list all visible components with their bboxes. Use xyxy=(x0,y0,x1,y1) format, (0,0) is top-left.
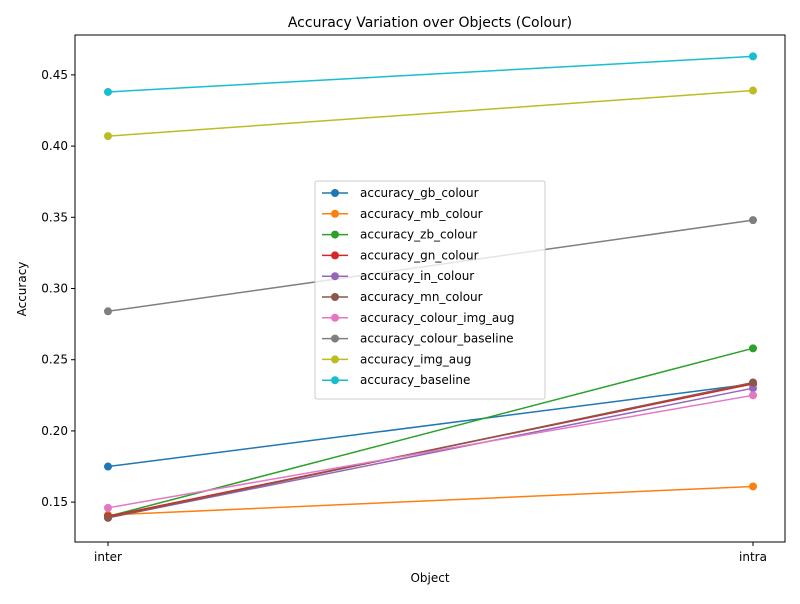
data-point-accuracy_mb_colour xyxy=(749,482,757,491)
legend: accuracy_gb_colour accuracy_mb_colouraccu… xyxy=(314,180,546,400)
x-tick-label: intra xyxy=(739,550,767,564)
series-line-accuracy_in_colour xyxy=(107,387,754,519)
series-line-accuracy_gb_colour xyxy=(107,383,754,468)
legend-label: accuracy_baseline xyxy=(360,373,470,387)
data-point-accuracy_baseline xyxy=(104,87,112,96)
y-axis-label: Accuracy xyxy=(15,262,29,317)
legend-label: accuracy_in_colour xyxy=(360,269,474,283)
data-point-accuracy_gb_colour xyxy=(104,462,112,471)
data-point-accuracy_colour_img_aug xyxy=(749,391,757,400)
plot-area: 0.15 0.20 0.25 0.30 0.35 0.40 0.45 inter intra xyxy=(41,34,786,564)
data-point-accuracy_colour_baseline xyxy=(104,307,112,316)
legend-marker xyxy=(331,189,339,197)
series-line-accuracy_img_aug xyxy=(107,89,754,137)
y-tick-label: 0.35 xyxy=(41,210,68,224)
data-point-accuracy_baseline xyxy=(749,52,757,61)
series-line-accuracy_colour_img_aug xyxy=(107,394,754,509)
data-point-accuracy_in_colour xyxy=(749,384,757,393)
legend-box xyxy=(314,180,546,400)
legend-label: accuracy_zb_colour xyxy=(360,228,477,242)
data-point-accuracy_img_aug xyxy=(749,86,757,95)
legend-marker xyxy=(331,313,339,322)
legend-label: accuracy_colour_baseline xyxy=(360,332,514,346)
legend-marker xyxy=(331,334,339,343)
data-point-accuracy_mn_colour xyxy=(104,513,112,522)
data-point-accuracy_img_aug xyxy=(104,132,112,141)
series-line-accuracy_mb_colour xyxy=(107,485,754,516)
y-tick-label: 0.20 xyxy=(41,424,68,438)
chart-title: Accuracy Variation over Objects (Colour) xyxy=(288,15,572,31)
data-point-accuracy_mn_colour xyxy=(749,378,757,387)
x-axis-label: Object xyxy=(410,571,449,585)
legend-marker xyxy=(331,230,339,239)
y-tick-label: 0.15 xyxy=(41,495,68,509)
y-tick-label: 0.40 xyxy=(41,139,68,153)
legend-label: accuracy_gn_colour xyxy=(360,248,479,262)
data-point-accuracy_colour_baseline xyxy=(749,216,757,225)
x-tick-label: inter xyxy=(94,550,122,564)
legend-marker xyxy=(331,272,339,281)
data-point-accuracy_zb_colour xyxy=(749,344,757,353)
legend-label: accuracy_gb_colour xyxy=(360,186,479,200)
series-line-accuracy_baseline xyxy=(107,55,754,93)
legend-marker xyxy=(331,251,339,260)
y-tick-label: 0.45 xyxy=(41,68,68,82)
legend-label: accuracy_img_aug xyxy=(360,352,471,366)
series-line-accuracy_mn_colour xyxy=(107,381,754,519)
y-tick-label: 0.30 xyxy=(41,282,68,296)
y-tick-label: 0.25 xyxy=(41,353,68,367)
legend-label: accuracy_colour_img_aug xyxy=(360,311,515,325)
legend-label: accuracy_mb_colour xyxy=(360,207,483,221)
legend-marker xyxy=(331,293,339,301)
legend-marker xyxy=(331,209,339,218)
legend-marker xyxy=(331,376,339,385)
legend-label: accuracy_mn_colour xyxy=(360,290,483,304)
data-point-accuracy_colour_img_aug xyxy=(104,503,112,512)
legend-marker xyxy=(331,355,339,364)
